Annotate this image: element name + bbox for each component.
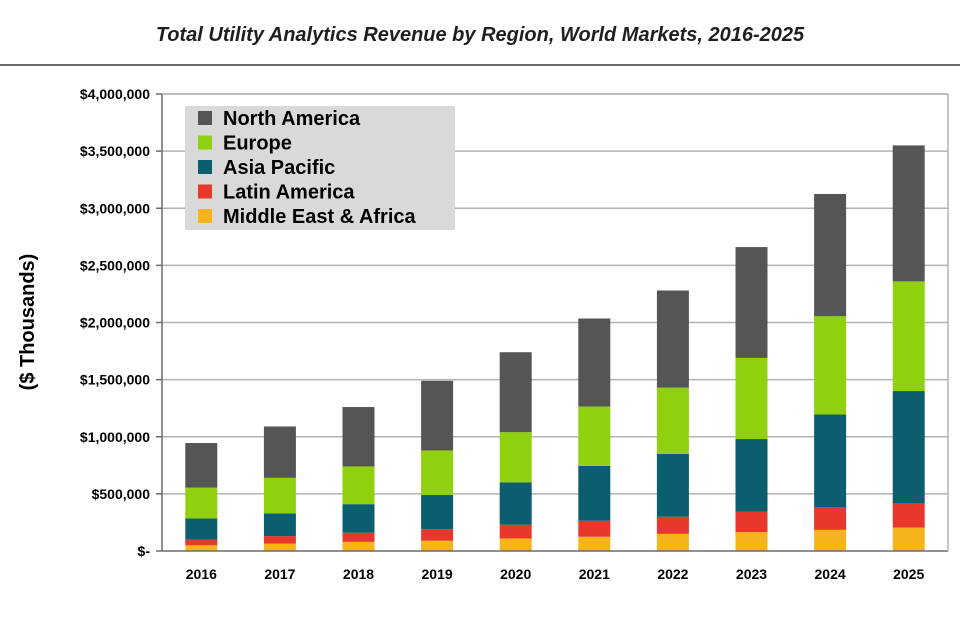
bar-segment [263,543,296,551]
bar-segment [185,487,218,519]
bar-segment [656,533,689,551]
x-tick-label: 2021 [579,566,610,582]
bar-segment [342,541,375,551]
x-tick-label: 2023 [736,566,767,582]
bar-segment [342,504,375,533]
bar-segment [735,247,768,358]
legend-swatch [198,209,212,223]
legend-label: North America [223,108,361,130]
y-tick-label: $3,500,000 [80,143,150,159]
bar-segment [814,193,847,317]
bar-segment [735,439,768,512]
y-tick-label: $2,500,000 [80,257,150,273]
legend-label: Asia Pacific [223,157,335,179]
bar-segment [656,516,689,534]
x-tick-label: 2022 [657,566,688,582]
legend-swatch [198,111,212,125]
y-tick-label: $3,000,000 [80,200,150,216]
bar-segment [499,524,532,539]
bar-segment [814,316,847,415]
bar-segment [263,426,296,478]
bar-segment [578,406,611,466]
y-tick-label: $4,000,000 [80,86,150,102]
bar-segment [499,352,532,433]
bar-segment [814,414,847,508]
bar-segment [892,145,925,282]
legend-background [185,106,455,230]
bar-segment [421,529,454,541]
legend-swatch [198,184,212,199]
y-tick-label: $2,000,000 [80,315,150,331]
bar-segment [735,532,768,551]
y-tick-labels: $- $500,000 $1,000,000 $1,500,000 $2,000,000… [80,86,150,559]
bar-segment [185,443,218,488]
bar-segment [421,450,454,496]
bar-segment [656,387,689,454]
bar-segment [578,536,611,551]
bar-segment [342,407,375,467]
bar-segment [578,318,611,407]
y-tick-label: $1,000,000 [80,429,150,445]
bar-segment [814,507,847,530]
bar-segment [263,536,296,544]
bar-segment [342,532,375,542]
x-tick-label: 2018 [343,566,374,582]
bar-segment [421,380,454,451]
bar-segment [263,513,296,537]
x-tick-label: 2017 [264,566,295,582]
x-tick-labels: 2016 2017 2018 2019 2020 2021 2022 2023 2024 2025 [186,566,925,582]
legend-label: Europe [223,133,292,155]
legend-label: Middle East & Africa [223,206,417,228]
bar-segment [656,290,689,388]
bar-segment [892,527,925,551]
bar-segment [892,281,925,392]
bar-segment [421,495,454,530]
bar-segment [185,518,218,540]
x-tick-label: 2024 [815,566,846,582]
bar-segment [578,465,611,521]
y-tick-label: $500,000 [92,486,151,502]
x-tick-label: 2025 [893,566,924,582]
bar-segment [656,453,689,517]
bar-segment [735,511,768,533]
legend-swatch [198,160,212,174]
legend-label: Latin America [223,182,355,204]
title-divider [0,64,960,66]
bar-segment [735,357,768,440]
bar-segment [421,540,454,551]
bar-segment [814,529,847,551]
y-axis-label: ($ Thousands) [17,254,39,391]
axes-group [161,93,949,552]
bar-segment [185,545,218,551]
chart-title: Total Utility Analytics Revenue by Regio… [155,24,805,46]
bar-segment [185,539,218,546]
x-tick-label: 2020 [500,566,531,582]
bar-segment [578,520,611,537]
bar-segment [263,477,296,514]
bars-group [185,145,925,551]
bar-segment [499,538,532,551]
bar-segment [892,391,925,504]
bar-segment [342,466,375,505]
bar-segment [499,482,532,525]
bar-segment [499,432,532,483]
bar-segment [892,503,925,528]
x-tick-label: 2019 [422,566,453,582]
x-tick-label: 2016 [186,566,217,582]
y-tick-label: $- [138,543,151,559]
y-tick-label: $1,500,000 [80,372,150,388]
legend-swatch [198,135,212,150]
